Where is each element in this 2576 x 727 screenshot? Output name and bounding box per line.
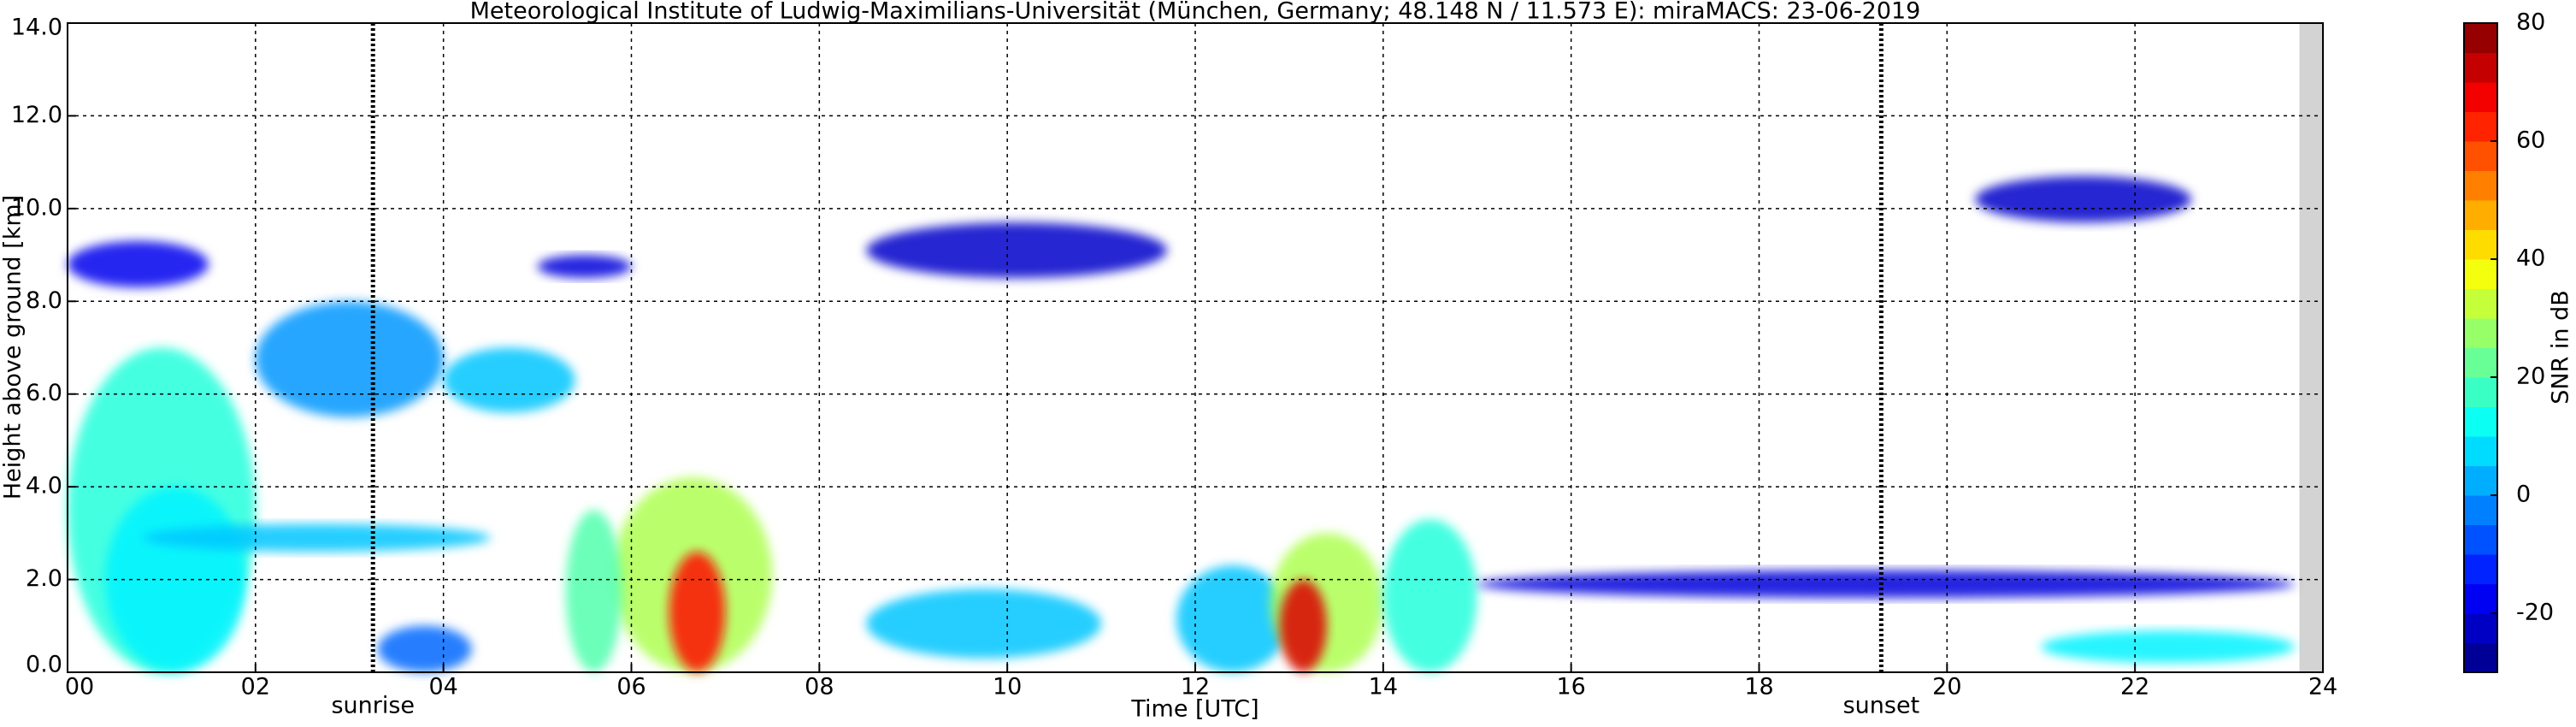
echo bbox=[866, 588, 1102, 659]
echo bbox=[669, 552, 726, 672]
y-tick-label: 6.0 bbox=[26, 380, 62, 406]
x-tick-label: 04 bbox=[428, 674, 457, 700]
echo bbox=[537, 255, 632, 279]
x-tick-label: 18 bbox=[1744, 674, 1773, 700]
colorbar-cell bbox=[2464, 318, 2497, 348]
plot-frame bbox=[67, 22, 2324, 673]
x-tick-label: 16 bbox=[1556, 674, 1585, 700]
echo bbox=[1382, 519, 1477, 673]
colorbar-tick-label: 0 bbox=[2516, 482, 2531, 508]
echo bbox=[1975, 175, 2192, 223]
colorbar-cell bbox=[2464, 200, 2497, 230]
colorbar-cell bbox=[2464, 347, 2497, 378]
echo bbox=[443, 347, 575, 413]
colorbar-cell bbox=[2464, 23, 2497, 53]
colorbar-cell bbox=[2464, 111, 2497, 142]
y-tick-label: 0.0 bbox=[26, 652, 62, 678]
y-tick-label: 10.0 bbox=[11, 194, 62, 221]
x-tick-label: 08 bbox=[805, 674, 834, 700]
echo bbox=[142, 523, 491, 553]
colorbar-cell bbox=[2464, 52, 2497, 83]
x-tick-label: 06 bbox=[616, 674, 645, 700]
marker-label: sunrise bbox=[331, 693, 415, 719]
y-tick-label: 2.0 bbox=[26, 565, 62, 592]
colorbar-cell bbox=[2464, 82, 2497, 112]
colorbar-tick-label: 60 bbox=[2516, 127, 2545, 154]
colorbar-tick-label: 20 bbox=[2516, 364, 2545, 390]
x-tick-label: 10 bbox=[993, 674, 1022, 700]
x-tick-label: 02 bbox=[241, 674, 270, 700]
y-tick-label: 14.0 bbox=[11, 15, 62, 41]
y-axis-label: Height above ground [km] bbox=[0, 195, 27, 499]
echo bbox=[255, 301, 444, 417]
x-tick-label: 20 bbox=[1932, 674, 1961, 700]
colorbar-cell bbox=[2464, 465, 2497, 496]
x-tick-label: 24 bbox=[2308, 674, 2337, 700]
echo bbox=[1477, 570, 2296, 599]
x-axis-label: Time [UTC] bbox=[1130, 696, 1259, 723]
x-tick-label: 00 bbox=[65, 674, 94, 700]
colorbar-tick-label: 80 bbox=[2516, 9, 2545, 36]
no-data-band bbox=[2299, 23, 2323, 672]
colorbar-cell bbox=[2464, 288, 2497, 319]
x-tick-label: 12 bbox=[1181, 674, 1210, 700]
echo bbox=[565, 510, 622, 672]
colorbar-cell bbox=[2464, 642, 2497, 673]
colorbar-tick-label: -20 bbox=[2516, 600, 2554, 626]
echo bbox=[866, 222, 1168, 279]
marker-label: sunset bbox=[1843, 693, 1920, 719]
colorbar-cell bbox=[2464, 524, 2497, 555]
colorbar-cell bbox=[2464, 613, 2497, 643]
y-tick-label: 12.0 bbox=[11, 102, 62, 128]
colorbar-label: SNR in dB bbox=[2548, 290, 2574, 405]
y-tick-label: 4.0 bbox=[26, 473, 62, 499]
colorbar-cell bbox=[2464, 495, 2497, 525]
colorbar-cell bbox=[2464, 377, 2497, 407]
x-tick-label: 22 bbox=[2120, 674, 2149, 700]
colorbar-cell bbox=[2464, 436, 2497, 466]
echo bbox=[2041, 630, 2296, 664]
echo bbox=[1279, 579, 1327, 672]
echo bbox=[1176, 565, 1289, 672]
colorbar-cell bbox=[2464, 170, 2497, 201]
chart-title: Meteorological Institute of Ludwig-Maxim… bbox=[470, 0, 1921, 25]
colorbar-cell bbox=[2464, 583, 2497, 614]
x-tick-label: 14 bbox=[1369, 674, 1398, 700]
colorbar-frame bbox=[2463, 22, 2498, 673]
y-tick-label: 8.0 bbox=[26, 287, 62, 314]
colorbar-cell bbox=[2464, 141, 2497, 171]
echo bbox=[377, 625, 472, 673]
colorbar-cell bbox=[2464, 554, 2497, 584]
echo bbox=[68, 240, 209, 288]
colorbar-cell bbox=[2464, 406, 2497, 437]
colorbar-tick-label: 40 bbox=[2516, 245, 2545, 272]
colorbar-cell bbox=[2464, 259, 2497, 289]
colorbar-cell bbox=[2464, 229, 2497, 260]
